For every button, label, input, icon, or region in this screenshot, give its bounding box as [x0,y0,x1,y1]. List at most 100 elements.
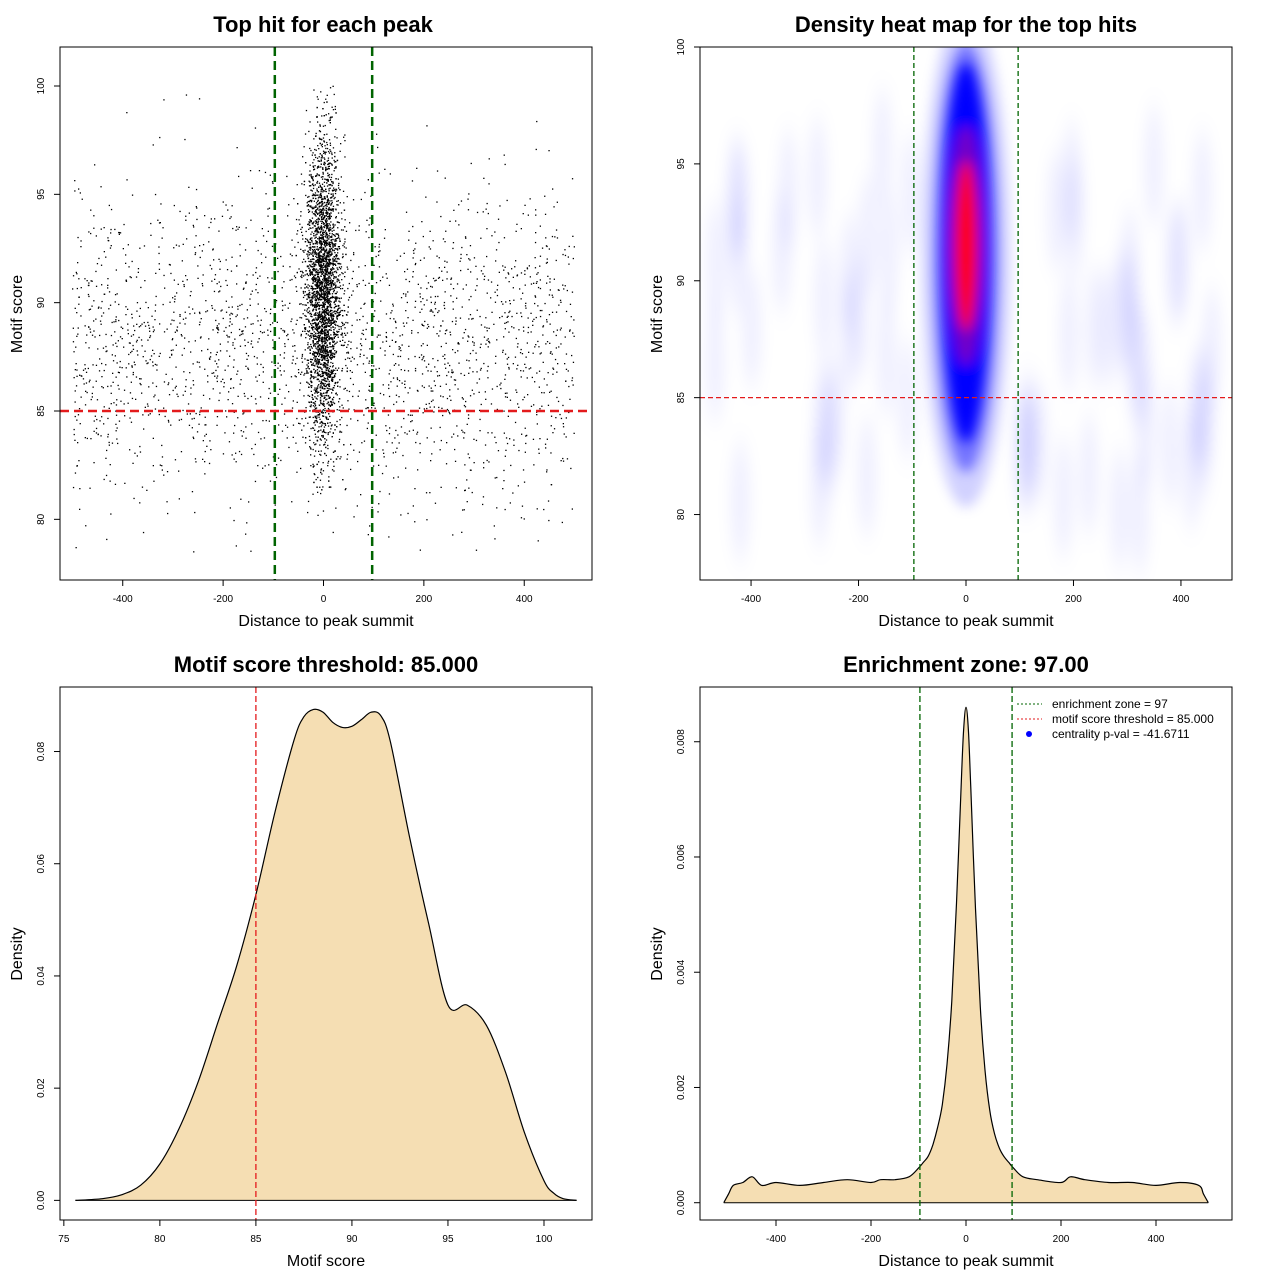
scatter-point [244,345,246,347]
scatter-point [308,416,310,418]
scatter-point [388,536,390,538]
scatter-point [137,271,139,273]
scatter-point [513,444,515,446]
scatter-point [310,375,313,377]
scatter-point [318,373,320,375]
scatter-point [317,194,319,196]
scatter-point [338,300,340,302]
scatter-point [108,240,110,242]
scatter-point [158,222,161,224]
scatter-point [299,223,301,225]
scatter-point [321,318,324,320]
scatter-point [344,140,346,142]
scatter-point [236,226,238,228]
scatter-point [313,248,315,251]
scatter-point [536,120,538,123]
scatter-point [345,247,347,249]
scatter-point [314,148,316,151]
scatter-point [105,474,108,477]
scatter-point [334,327,336,329]
scatter-point [115,316,117,318]
scatter-point [327,369,330,371]
scatter-point [88,295,90,298]
scatter-point [320,338,323,341]
scatter-point [95,285,98,287]
scatter-point [161,465,163,467]
scatter-point [100,323,102,325]
scatter-point [364,284,367,286]
scatter-point [320,454,322,456]
scatter-point [415,242,417,244]
scatter-point [199,337,202,339]
scatter-point [419,442,421,445]
scatter-point [444,266,446,268]
scatter-point [338,266,341,268]
scatter-point [324,270,327,272]
scatter-point [317,330,319,332]
scatter-point [432,399,434,401]
scatter-point [505,437,508,439]
scatter-point [427,370,429,372]
scatter-point [325,317,327,319]
scatter-point [557,363,559,365]
scatter-point [325,454,327,457]
scatter-point [325,439,328,441]
scatter-point [171,354,173,356]
scatter-point [219,350,222,352]
scatter-point [275,464,278,466]
scatter-point [340,456,342,458]
scatter-point [302,330,304,332]
scatter-point [480,324,483,326]
scatter-point [315,312,317,314]
scatter-point [539,287,542,290]
scatter-point [445,463,448,465]
scatter-point [349,222,351,224]
scatter-point [315,306,318,308]
scatter-point [320,332,322,334]
scatter-point [153,329,155,331]
scatter-point [327,157,330,159]
scatter-point [304,442,307,444]
scatter-point [282,329,284,332]
scatter-point [423,257,425,259]
scatter-point [296,357,298,359]
scatter-point [108,204,110,207]
scatter-point [324,309,326,311]
scatter-point [315,222,317,225]
scatter-point [295,323,297,325]
scatter-point [329,352,332,354]
scatter-point [198,311,201,313]
scatter-point [218,323,220,325]
scatter-point [328,188,330,190]
scatter-point [445,330,447,332]
scatter-point [551,235,554,238]
scatter-point [528,368,530,370]
scatter-point [296,401,298,403]
scatter-point [333,355,336,358]
scatter-point [327,277,329,279]
scatter-point [196,431,199,433]
scatter-point [232,366,235,368]
scatter-point [339,458,341,460]
scatter-point [368,282,370,284]
scatter-point [311,347,313,349]
scatter-point [412,276,414,278]
scatter-point [318,286,320,288]
scatter-point [74,472,77,474]
scatter-point [422,235,424,238]
scatter-point [335,264,337,266]
scatter-point [133,361,135,363]
scatter-point [329,87,332,89]
scatter-point [311,208,314,210]
scatter-point [102,387,104,389]
scatter-point [309,416,311,418]
scatter-point [304,314,306,317]
scatter-point [373,315,375,318]
scatter-point [403,252,405,254]
scatter-point [330,458,332,460]
scatter-point [176,330,178,332]
scatter-point [306,364,308,366]
scatter-point [321,296,323,298]
scatter-point [331,241,333,243]
scatter-point [514,266,516,268]
